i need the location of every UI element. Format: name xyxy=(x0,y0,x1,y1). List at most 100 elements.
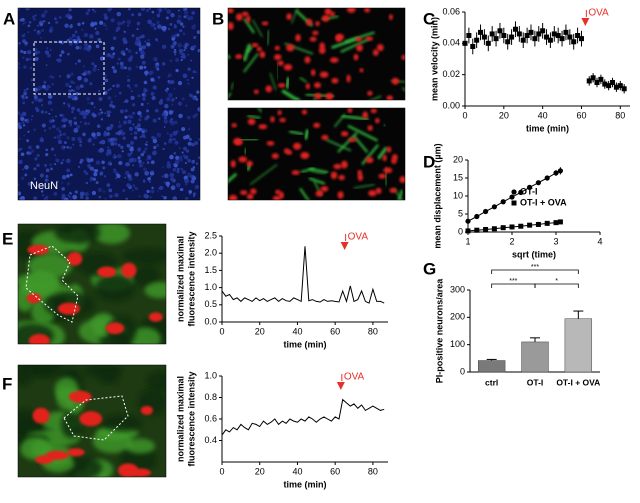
marker xyxy=(505,39,511,45)
cell xyxy=(172,196,178,200)
cell xyxy=(75,62,78,65)
cell xyxy=(175,58,179,62)
cell xyxy=(362,111,368,119)
cell xyxy=(273,54,282,61)
cell xyxy=(149,196,152,199)
cell xyxy=(174,53,177,56)
marker xyxy=(509,34,515,40)
cell xyxy=(127,152,132,157)
cell xyxy=(142,150,146,154)
cell xyxy=(68,41,73,46)
cell xyxy=(340,131,349,137)
cell xyxy=(240,190,248,195)
x-tick-label: 20 xyxy=(255,466,265,476)
cell xyxy=(375,187,382,194)
cell xyxy=(156,190,159,193)
cell xyxy=(50,108,53,111)
cell xyxy=(34,14,37,17)
cell xyxy=(83,32,89,38)
marker xyxy=(524,33,530,38)
cell xyxy=(116,173,121,179)
cell xyxy=(372,49,379,56)
cell xyxy=(151,10,155,14)
x-tick-label: 60 xyxy=(330,466,340,476)
cell xyxy=(151,95,156,101)
cell xyxy=(54,163,57,166)
cell xyxy=(315,190,324,197)
cell xyxy=(175,97,178,99)
cell xyxy=(148,8,152,10)
cell xyxy=(24,164,29,170)
cell xyxy=(67,194,70,197)
cell xyxy=(130,90,133,93)
green-area xyxy=(142,317,166,331)
cell xyxy=(68,36,74,42)
cell xyxy=(386,146,392,153)
cell xyxy=(161,195,164,198)
cell xyxy=(53,17,57,21)
y-tick-label: 200 xyxy=(450,312,465,322)
y-tick-label: 0.8 xyxy=(204,392,217,402)
cell xyxy=(124,66,127,70)
cell xyxy=(138,45,144,50)
cell xyxy=(24,118,27,122)
x-axis-label: sqrt (time) xyxy=(512,249,556,259)
cell xyxy=(184,10,189,15)
cell xyxy=(113,168,116,171)
cell xyxy=(47,53,51,58)
cell xyxy=(140,54,145,59)
cell xyxy=(24,21,27,24)
cell xyxy=(167,73,172,78)
cell xyxy=(134,83,138,88)
bar xyxy=(477,360,506,373)
cell xyxy=(171,178,173,181)
cell xyxy=(18,65,21,70)
cell xyxy=(158,8,163,13)
cell xyxy=(66,182,70,186)
marker xyxy=(509,194,515,200)
marker xyxy=(516,31,522,37)
cell xyxy=(39,173,44,178)
cell xyxy=(66,158,71,164)
cell xyxy=(324,8,332,16)
cell xyxy=(61,182,64,184)
cell xyxy=(132,158,137,163)
cell xyxy=(181,97,185,101)
marker xyxy=(485,40,491,46)
cell xyxy=(31,79,34,82)
cell xyxy=(171,103,174,106)
cell xyxy=(250,188,257,195)
cell xyxy=(51,116,54,119)
green-area xyxy=(93,224,130,244)
cell xyxy=(145,74,147,77)
cell xyxy=(196,90,200,94)
cell xyxy=(117,153,122,159)
cell xyxy=(151,186,154,189)
green-area xyxy=(23,365,64,378)
cell xyxy=(178,9,180,12)
cell xyxy=(92,8,94,11)
cell xyxy=(173,25,177,29)
y-tick-label: 20 xyxy=(453,154,463,164)
cell xyxy=(18,125,23,130)
cell xyxy=(26,87,29,91)
cell xyxy=(147,155,152,160)
neurite xyxy=(352,135,369,153)
cell xyxy=(23,65,27,69)
cell xyxy=(126,143,131,148)
cell xyxy=(192,194,195,197)
cell xyxy=(190,179,195,184)
cell xyxy=(149,175,152,178)
cell xyxy=(45,148,49,152)
cell xyxy=(143,80,148,85)
cell xyxy=(401,54,405,60)
cell xyxy=(34,29,36,32)
cell xyxy=(57,302,80,315)
cell xyxy=(120,109,124,114)
cell xyxy=(137,156,141,160)
cell xyxy=(133,131,138,135)
cell xyxy=(118,121,121,123)
cell xyxy=(45,178,48,181)
y-tick-label: 1.0 xyxy=(204,282,217,292)
cell xyxy=(365,36,374,41)
